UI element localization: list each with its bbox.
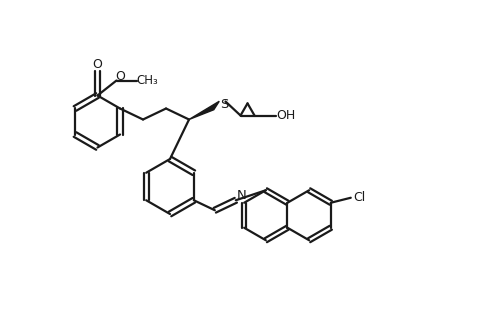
Polygon shape xyxy=(189,101,220,120)
Text: OH: OH xyxy=(276,109,295,122)
Text: Cl: Cl xyxy=(354,191,366,204)
Text: O: O xyxy=(115,70,125,83)
Text: O: O xyxy=(92,57,102,71)
Text: N: N xyxy=(237,189,246,202)
Text: S: S xyxy=(220,99,228,111)
Text: CH₃: CH₃ xyxy=(136,74,158,87)
